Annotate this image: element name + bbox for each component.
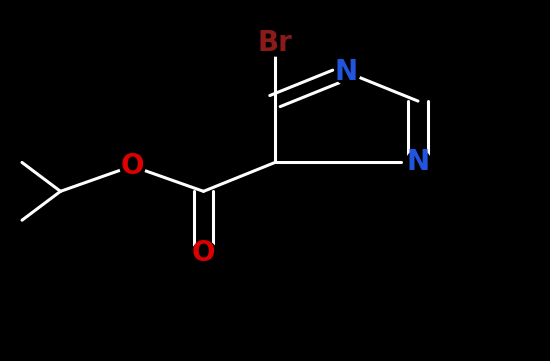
Text: N: N xyxy=(335,58,358,86)
Text: O: O xyxy=(192,239,215,267)
Text: Br: Br xyxy=(257,29,293,57)
Text: N: N xyxy=(406,148,430,177)
Text: O: O xyxy=(120,152,144,180)
